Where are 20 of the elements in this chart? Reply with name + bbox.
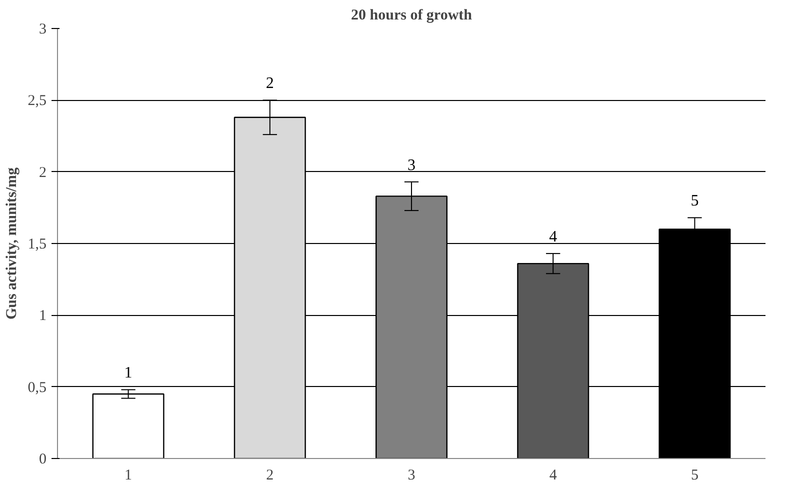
- chart-title: 20 hours of growth: [351, 8, 473, 24]
- y-tick-label: 2: [39, 164, 46, 181]
- annotation: 4: [549, 228, 558, 246]
- x-tick-label: 2: [266, 468, 274, 484]
- annotation: 2: [266, 75, 274, 92]
- annotation: 5: [690, 192, 699, 210]
- x-tick-label: 1: [124, 468, 132, 484]
- y-tick-label: 1,5: [28, 236, 46, 252]
- x-tick-label: 3: [408, 468, 416, 484]
- y-tick-label: 2,5: [28, 93, 46, 110]
- y-axis-title: Gus activity, munits/mg: [4, 166, 20, 320]
- y-tick-label: 3: [39, 22, 46, 38]
- x-tick-label: 5: [690, 468, 698, 484]
- bar: [92, 393, 164, 458]
- y-tick-label: 0: [39, 452, 46, 468]
- annotation: 3: [408, 156, 416, 174]
- x-tick-label: 4: [549, 468, 558, 484]
- annotation: 1: [124, 364, 132, 382]
- y-tick-label: 1: [39, 308, 46, 324]
- y-tick-label: 0,5: [28, 380, 46, 396]
